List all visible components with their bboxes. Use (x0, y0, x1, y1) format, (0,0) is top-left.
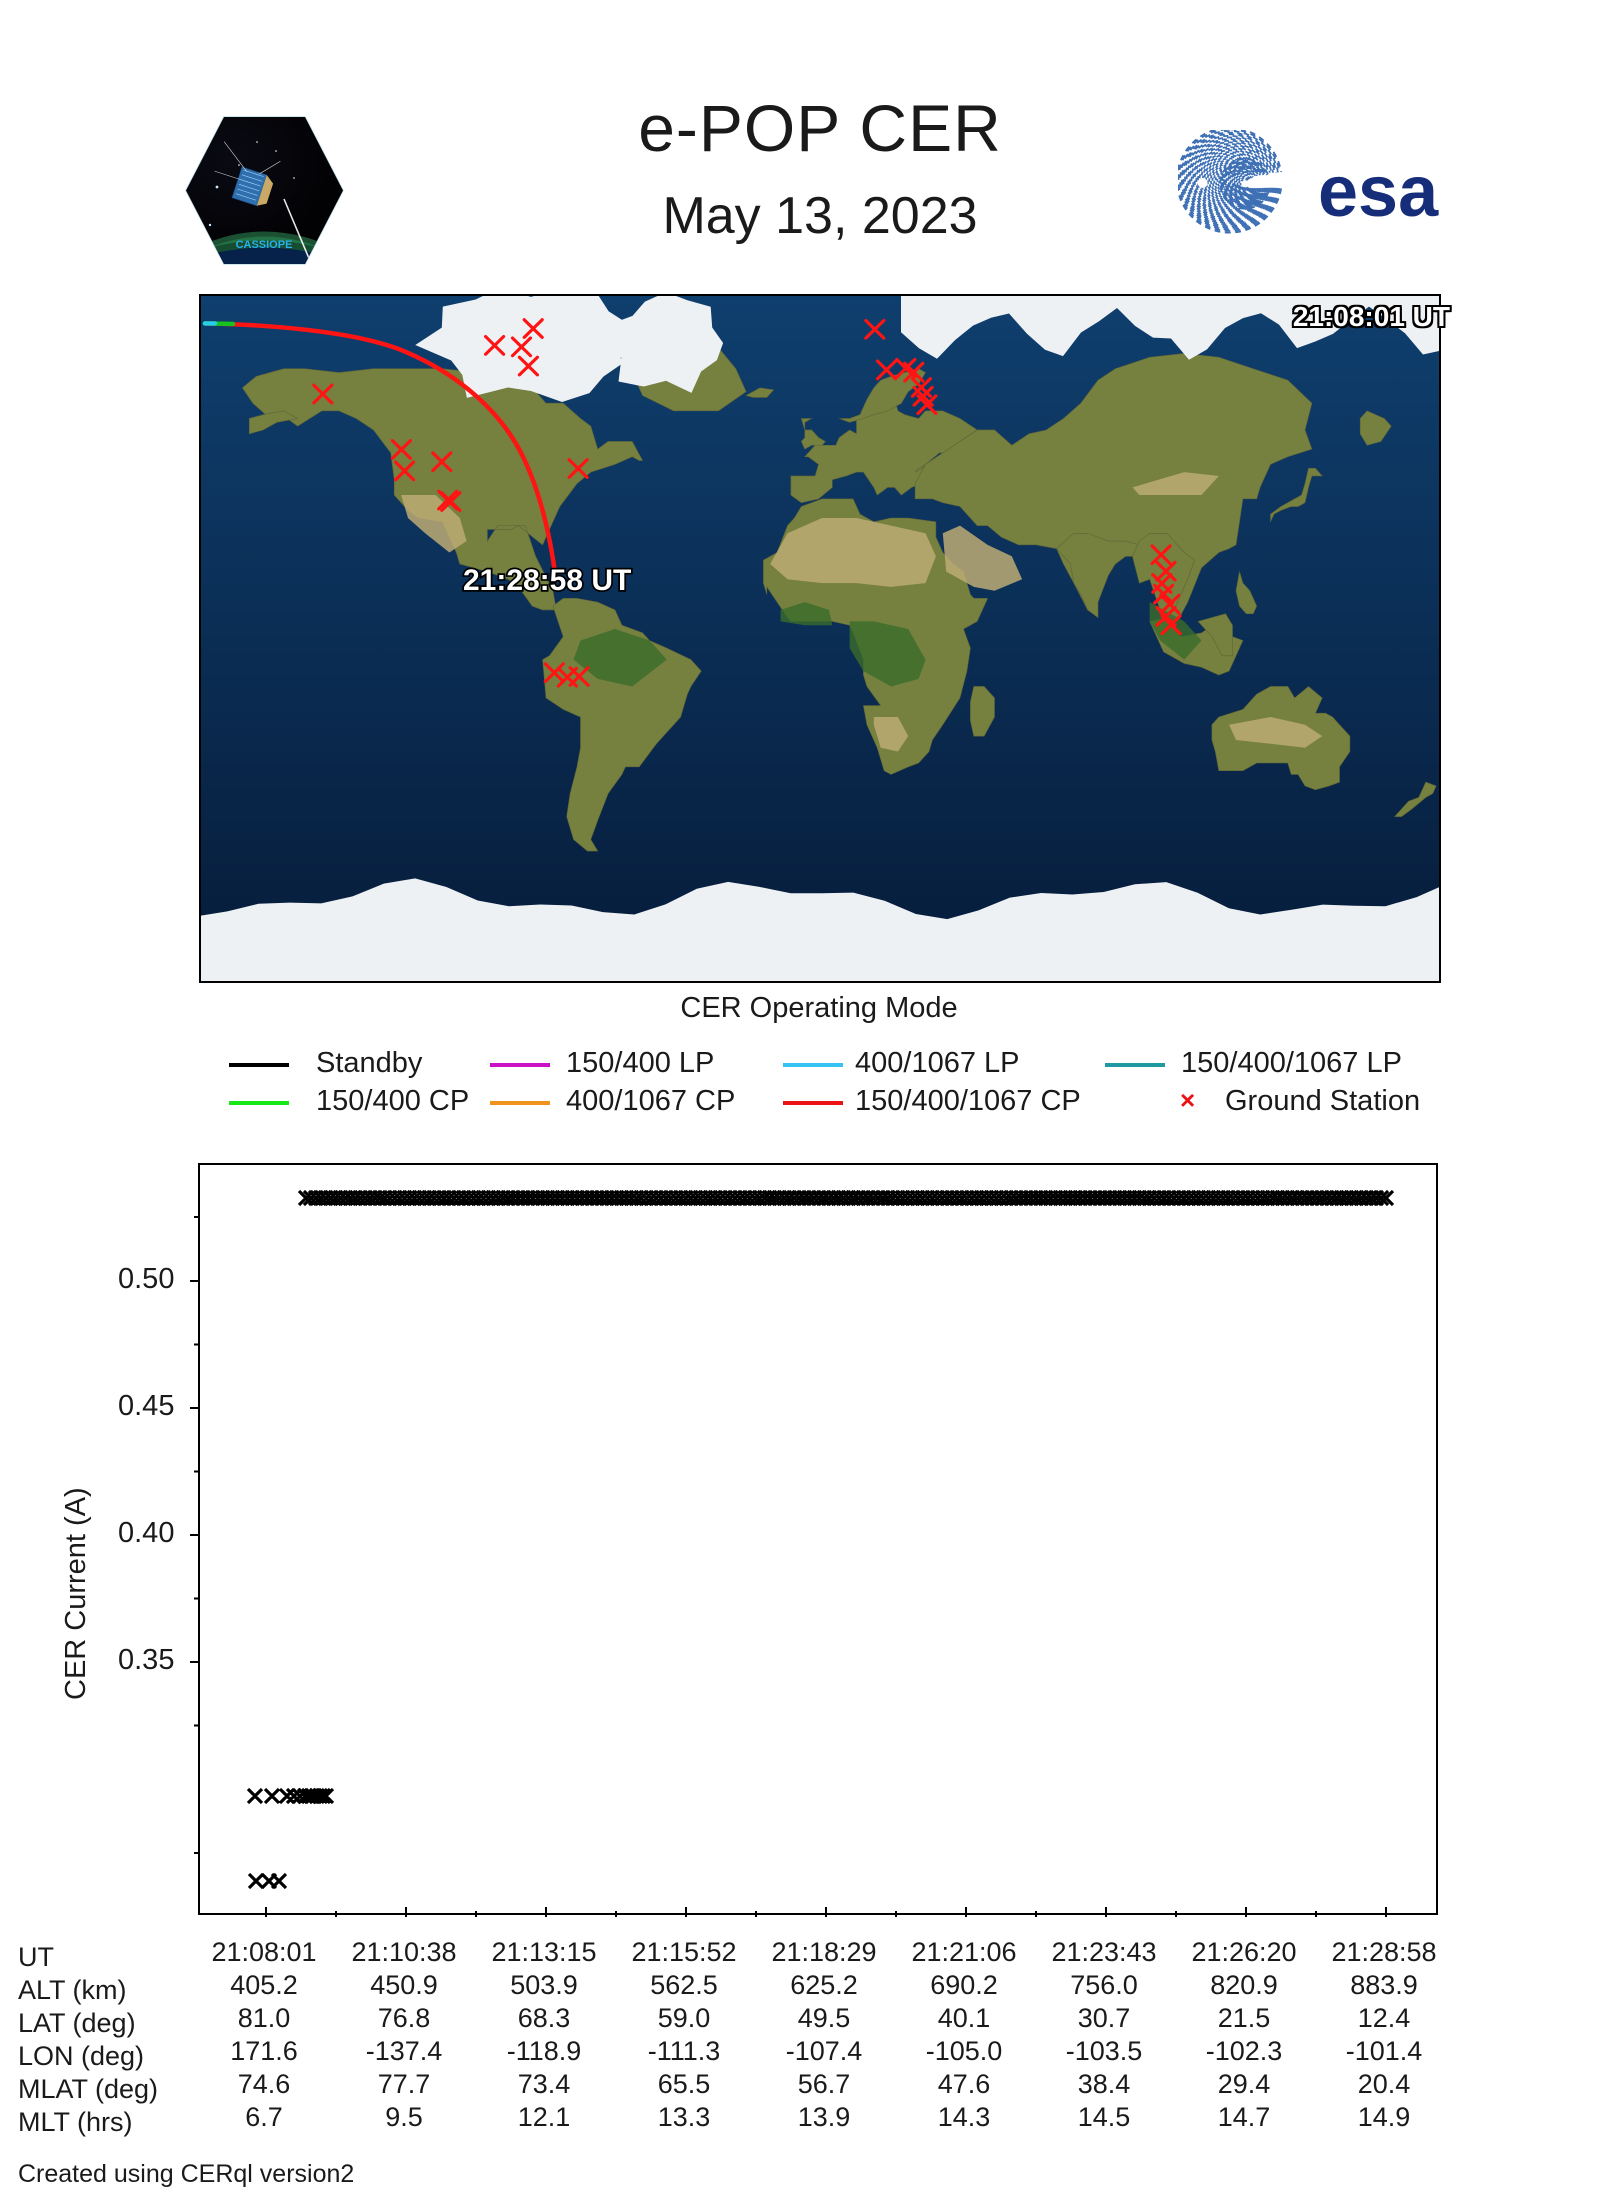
svg-text:14.3: 14.3 (938, 2102, 991, 2132)
svg-text:20.4: 20.4 (1358, 2069, 1411, 2099)
svg-text:21:28:58: 21:28:58 (1331, 1942, 1436, 1967)
svg-text:9.5: 9.5 (385, 2102, 423, 2132)
svg-text:49.5: 49.5 (798, 2003, 851, 2033)
svg-text:21:15:52: 21:15:52 (631, 1942, 736, 1967)
svg-text:CASSIOPE: CASSIOPE (236, 239, 293, 251)
svg-text:30.7: 30.7 (1078, 2003, 1131, 2033)
svg-text:74.6: 74.6 (238, 2069, 291, 2099)
svg-text:81.0: 81.0 (238, 2003, 291, 2033)
svg-text:12.1: 12.1 (518, 2102, 571, 2132)
svg-text:12.4: 12.4 (1358, 2003, 1411, 2033)
svg-text:21:08:01: 21:08:01 (211, 1942, 316, 1967)
svg-text:756.0: 756.0 (1070, 1970, 1138, 2000)
svg-text:21:10:38: 21:10:38 (351, 1942, 456, 1967)
svg-text:-107.4: -107.4 (786, 2036, 863, 2066)
svg-text:21:13:15: 21:13:15 (491, 1942, 596, 1967)
svg-text:-118.9: -118.9 (507, 2036, 582, 2066)
svg-text:40.1: 40.1 (938, 2003, 991, 2033)
svg-text:690.2: 690.2 (930, 1970, 998, 2000)
svg-text:21:23:43: 21:23:43 (1051, 1942, 1156, 1967)
svg-text:-102.3: -102.3 (1206, 2036, 1283, 2066)
svg-text:-105.0: -105.0 (926, 2036, 1003, 2066)
svg-text:883.9: 883.9 (1350, 1970, 1418, 2000)
svg-text:503.9: 503.9 (510, 1970, 578, 2000)
svg-text:450.9: 450.9 (370, 1970, 438, 2000)
svg-text:21:18:29: 21:18:29 (771, 1942, 876, 1967)
svg-text:171.6: 171.6 (230, 2036, 298, 2066)
svg-text:562.5: 562.5 (650, 1970, 718, 2000)
svg-text:13.9: 13.9 (798, 2102, 851, 2132)
svg-text:405.2: 405.2 (230, 1970, 298, 2000)
svg-text:21.5: 21.5 (1218, 2003, 1271, 2033)
svg-text:14.7: 14.7 (1218, 2102, 1271, 2132)
svg-text:21:21:06: 21:21:06 (911, 1942, 1016, 1967)
svg-text:-111.3: -111.3 (648, 2036, 721, 2066)
svg-text:68.3: 68.3 (518, 2003, 571, 2033)
svg-text:56.7: 56.7 (798, 2069, 851, 2099)
svg-text:38.4: 38.4 (1078, 2069, 1131, 2099)
svg-text:59.0: 59.0 (658, 2003, 711, 2033)
svg-text:21:26:20: 21:26:20 (1191, 1942, 1296, 1967)
svg-text:21:28:58 UT: 21:28:58 UT (463, 564, 631, 597)
svg-text:-137.4: -137.4 (366, 2036, 443, 2066)
svg-text:13.3: 13.3 (658, 2102, 711, 2132)
svg-text:820.9: 820.9 (1210, 1970, 1278, 2000)
svg-text:73.4: 73.4 (518, 2069, 571, 2099)
svg-text:77.7: 77.7 (378, 2069, 431, 2099)
svg-text:29.4: 29.4 (1218, 2069, 1271, 2099)
svg-text:625.2: 625.2 (790, 1970, 858, 2000)
svg-text:47.6: 47.6 (938, 2069, 991, 2099)
svg-text:6.7: 6.7 (245, 2102, 283, 2132)
svg-text:14.5: 14.5 (1078, 2102, 1131, 2132)
svg-text:-101.4: -101.4 (1346, 2036, 1423, 2066)
svg-text:14.9: 14.9 (1358, 2102, 1411, 2132)
svg-text:65.5: 65.5 (658, 2069, 711, 2099)
svg-text:76.8: 76.8 (378, 2003, 431, 2033)
svg-text:esa: esa (1318, 152, 1439, 232)
svg-text:-103.5: -103.5 (1066, 2036, 1143, 2066)
